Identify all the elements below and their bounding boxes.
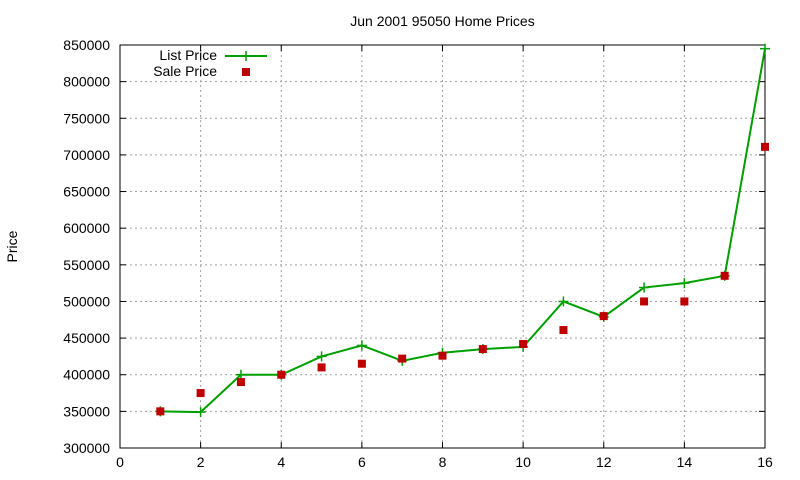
series-list-price (155, 43, 770, 418)
x-tick-label: 6 (358, 454, 366, 470)
series (155, 43, 770, 418)
x-tick-label: 16 (757, 454, 773, 470)
data-point (519, 339, 528, 348)
data-point (195, 407, 206, 418)
y-tick-label: 550000 (63, 257, 110, 273)
y-tick-label: 800000 (63, 74, 110, 90)
x-tick-label: 8 (439, 454, 447, 470)
x-tick-label: 10 (515, 454, 531, 470)
data-point (760, 43, 770, 54)
data-point (478, 345, 487, 354)
legend-label-sale-price: Sale Price (153, 63, 217, 79)
data-point (639, 282, 650, 293)
data-point (761, 142, 769, 151)
legend-label-list-price: List Price (159, 47, 217, 63)
y-tick-label: 500000 (63, 293, 110, 309)
y-axis-label: Price (4, 230, 20, 262)
y-tick-label: 300000 (63, 440, 110, 456)
chart-title: Jun 2001 95050 Home Prices (350, 13, 534, 29)
data-point (680, 297, 689, 306)
data-point (720, 271, 729, 280)
data-point (316, 351, 327, 362)
x-tick-label: 4 (277, 454, 285, 470)
data-point (640, 297, 649, 306)
data-point (599, 312, 608, 321)
data-point (559, 326, 568, 335)
data-point (196, 389, 205, 398)
y-tick-label: 750000 (63, 110, 110, 126)
data-point (357, 359, 366, 368)
y-tick-label: 600000 (63, 220, 110, 236)
data-point (236, 378, 245, 387)
data-point (438, 351, 447, 360)
data-point (277, 370, 286, 379)
y-tick-label: 850000 (63, 37, 110, 53)
y-tick-label: 450000 (63, 330, 110, 346)
legend-marker-list-price (241, 51, 251, 61)
data-point (156, 407, 165, 416)
series-line (160, 48, 766, 414)
data-point (679, 278, 690, 289)
legend-marker-sale-price (242, 68, 250, 76)
legend: List Price Sale Price (153, 47, 267, 79)
axis-ticks: 0 2 4 6 8 10 12 14 16 300000 350000 400000 450000 500… (63, 37, 773, 470)
grid (120, 45, 765, 448)
x-tick-label: 12 (596, 454, 612, 470)
data-point (356, 340, 367, 351)
y-tick-label: 350000 (63, 403, 110, 419)
y-tick-label: 400000 (63, 367, 110, 383)
y-tick-label: 650000 (63, 184, 110, 200)
data-point (558, 296, 569, 307)
data-point (398, 354, 407, 363)
series-sale-price (156, 142, 769, 416)
y-tick-label: 700000 (63, 147, 110, 163)
x-tick-label: 14 (677, 454, 693, 470)
data-point (317, 363, 326, 372)
x-tick-label: 2 (197, 454, 205, 470)
x-tick-label: 0 (116, 454, 124, 470)
